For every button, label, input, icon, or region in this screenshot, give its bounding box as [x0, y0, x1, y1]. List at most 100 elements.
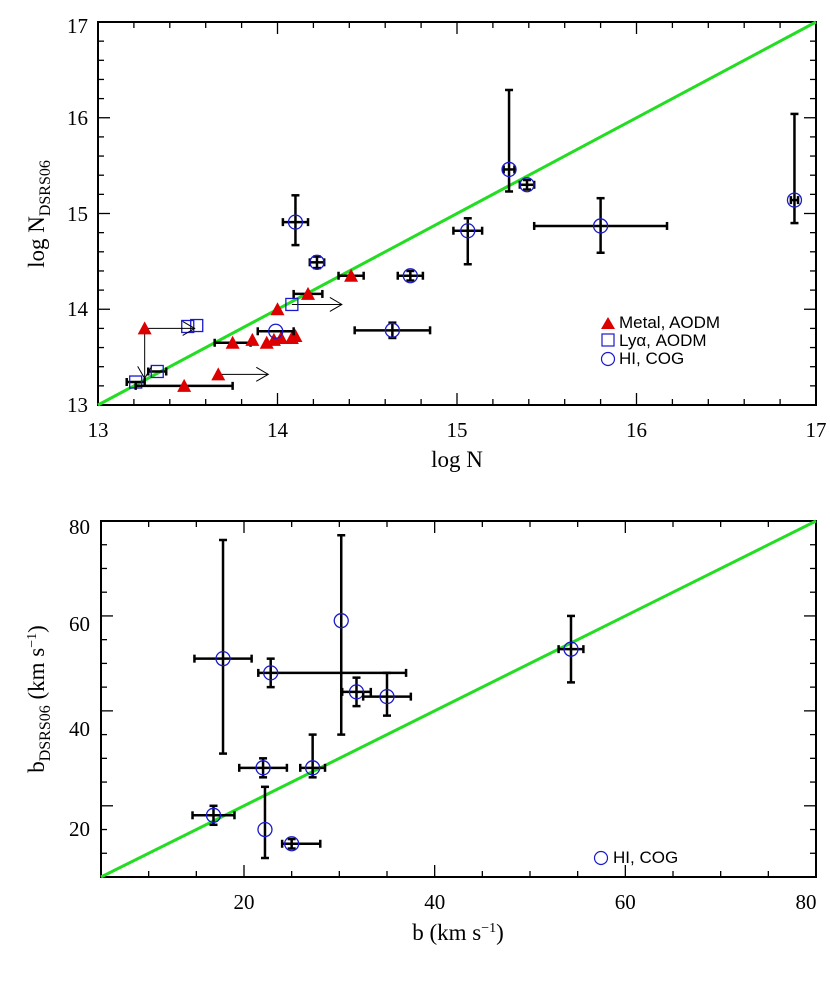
lognn-ytick-label: 14 — [67, 297, 89, 321]
lognn-xtick-label: 14 — [267, 418, 289, 442]
lognn-point — [147, 364, 168, 379]
legend-hi-circle-icon — [600, 351, 616, 367]
hi-circle-marker — [309, 254, 325, 270]
b-point — [280, 836, 322, 852]
lognn-point — [213, 335, 252, 349]
limit-arrow-head — [329, 297, 343, 312]
hi-circle-marker — [304, 760, 321, 776]
b-xtick-label: 60 — [615, 890, 636, 914]
lognn-xtick-label: 15 — [447, 418, 468, 442]
metal-triangle-marker — [270, 302, 285, 316]
b-ytick-label: 60 — [69, 612, 90, 636]
b-xtick-label: 40 — [424, 890, 445, 914]
b-point — [257, 785, 273, 860]
b-point — [191, 804, 236, 827]
lognn-marks — [97, 20, 817, 407]
hi-circle-marker — [402, 268, 418, 284]
lognn-point — [288, 329, 303, 343]
lognn-ytick-label: 16 — [67, 106, 88, 130]
metal-triangle-marker — [137, 321, 152, 335]
hi-circle-marker — [287, 214, 304, 230]
metal-triangle-marker — [177, 378, 192, 392]
b-x-axis-title: b (km s−1) — [412, 920, 504, 945]
b-point — [340, 676, 373, 708]
lognn-point — [518, 177, 536, 193]
hi-circle-marker — [563, 641, 579, 657]
lognn-ytick-label: 13 — [67, 393, 88, 417]
hi-circle-marker — [205, 807, 222, 823]
hi-circle-marker — [333, 613, 349, 629]
hi-circle-marker — [268, 323, 284, 339]
lognn-point — [292, 286, 324, 300]
b-ytick-label: 80 — [69, 515, 90, 539]
metal-triangle-marker — [274, 330, 289, 344]
b-point — [257, 657, 408, 689]
hi-circle-marker — [263, 665, 279, 681]
b-point — [193, 538, 253, 755]
hi-circle-marker — [257, 821, 273, 838]
legend-metal-triangle-icon — [601, 317, 615, 329]
legend-lya-square-icon — [601, 333, 615, 347]
lognn-ticks — [97, 21, 817, 406]
limit-arrow-head — [256, 366, 270, 382]
lognn-point — [337, 268, 365, 282]
lognn-point — [452, 217, 484, 266]
lognn-xtick-label: 16 — [626, 418, 647, 442]
lognn-y-axis-title: log NDSRS06 — [24, 160, 54, 268]
hi-circle-marker — [384, 322, 401, 338]
b-marks — [100, 519, 817, 879]
b-legend: HI, COG — [593, 848, 678, 867]
b-xtick-label: 80 — [796, 890, 817, 914]
hi-circle-marker — [519, 177, 535, 193]
lya-square-marker — [150, 364, 164, 379]
b-ytick-label: 20 — [69, 817, 90, 841]
b-point — [237, 757, 289, 779]
hi-circle-marker — [379, 688, 395, 705]
lognn-point — [256, 323, 295, 339]
lognn-panel: 13 14 15 16 17 13 14 15 16 17 log N log … — [24, 14, 827, 472]
legend-label-lya: Lyα, AODM — [619, 331, 707, 350]
legend-label-metal: Metal, AODM — [619, 313, 720, 332]
b-panel: 20 40 60 80 20 40 60 80 b (km s−1) bDSRS… — [24, 515, 817, 945]
lognn-identity-line — [97, 20, 817, 407]
hi-circle-marker — [501, 161, 517, 178]
b-point — [298, 733, 327, 779]
hi-circle-marker — [460, 223, 476, 239]
hi-circle-marker — [786, 192, 803, 208]
lognn-point — [245, 332, 260, 346]
lognn-point — [532, 196, 669, 255]
b-xtick-label: 20 — [234, 890, 255, 914]
lognn-x-axis-title: log N — [431, 447, 483, 472]
limit-arrow-head — [182, 320, 196, 336]
lognn-point — [274, 330, 289, 344]
legend-label-hi: HI, COG — [619, 349, 684, 368]
lognn-legend: Metal, AODM Lyα, AODM HI, COG — [600, 313, 720, 368]
lognn-point — [308, 254, 326, 270]
b-point — [333, 533, 349, 736]
hi-circle-marker — [255, 760, 271, 776]
metal-triangle-marker — [344, 268, 359, 282]
legend-hi-circle-icon — [593, 850, 609, 866]
b-plot-frame — [100, 520, 817, 878]
lognn-ytick-label: 15 — [67, 202, 88, 226]
b-y-axis-title: bDSRS06 (km s−1) — [24, 625, 54, 773]
lya-square-marker — [285, 297, 299, 312]
hi-circle-marker — [348, 684, 365, 700]
lognn-xtick-label: 17 — [806, 418, 827, 442]
lognn-point — [134, 378, 234, 392]
b-point — [557, 614, 585, 684]
hi-circle-marker — [592, 218, 609, 234]
hi-circle-marker — [284, 836, 300, 852]
metal-triangle-marker — [288, 329, 303, 343]
lognn-point — [281, 194, 310, 247]
hi-circle-marker — [215, 651, 231, 667]
legend-label-hi: HI, COG — [613, 848, 678, 867]
metal-triangle-marker — [225, 335, 240, 349]
lognn-point — [211, 366, 270, 382]
lognn-ytick-label: 17 — [67, 14, 88, 38]
lognn-point — [353, 321, 432, 340]
metal-triangle-marker — [301, 286, 316, 300]
b-ticks — [101, 520, 817, 877]
b-ytick-label: 40 — [69, 717, 90, 741]
lognn-point — [501, 88, 517, 193]
